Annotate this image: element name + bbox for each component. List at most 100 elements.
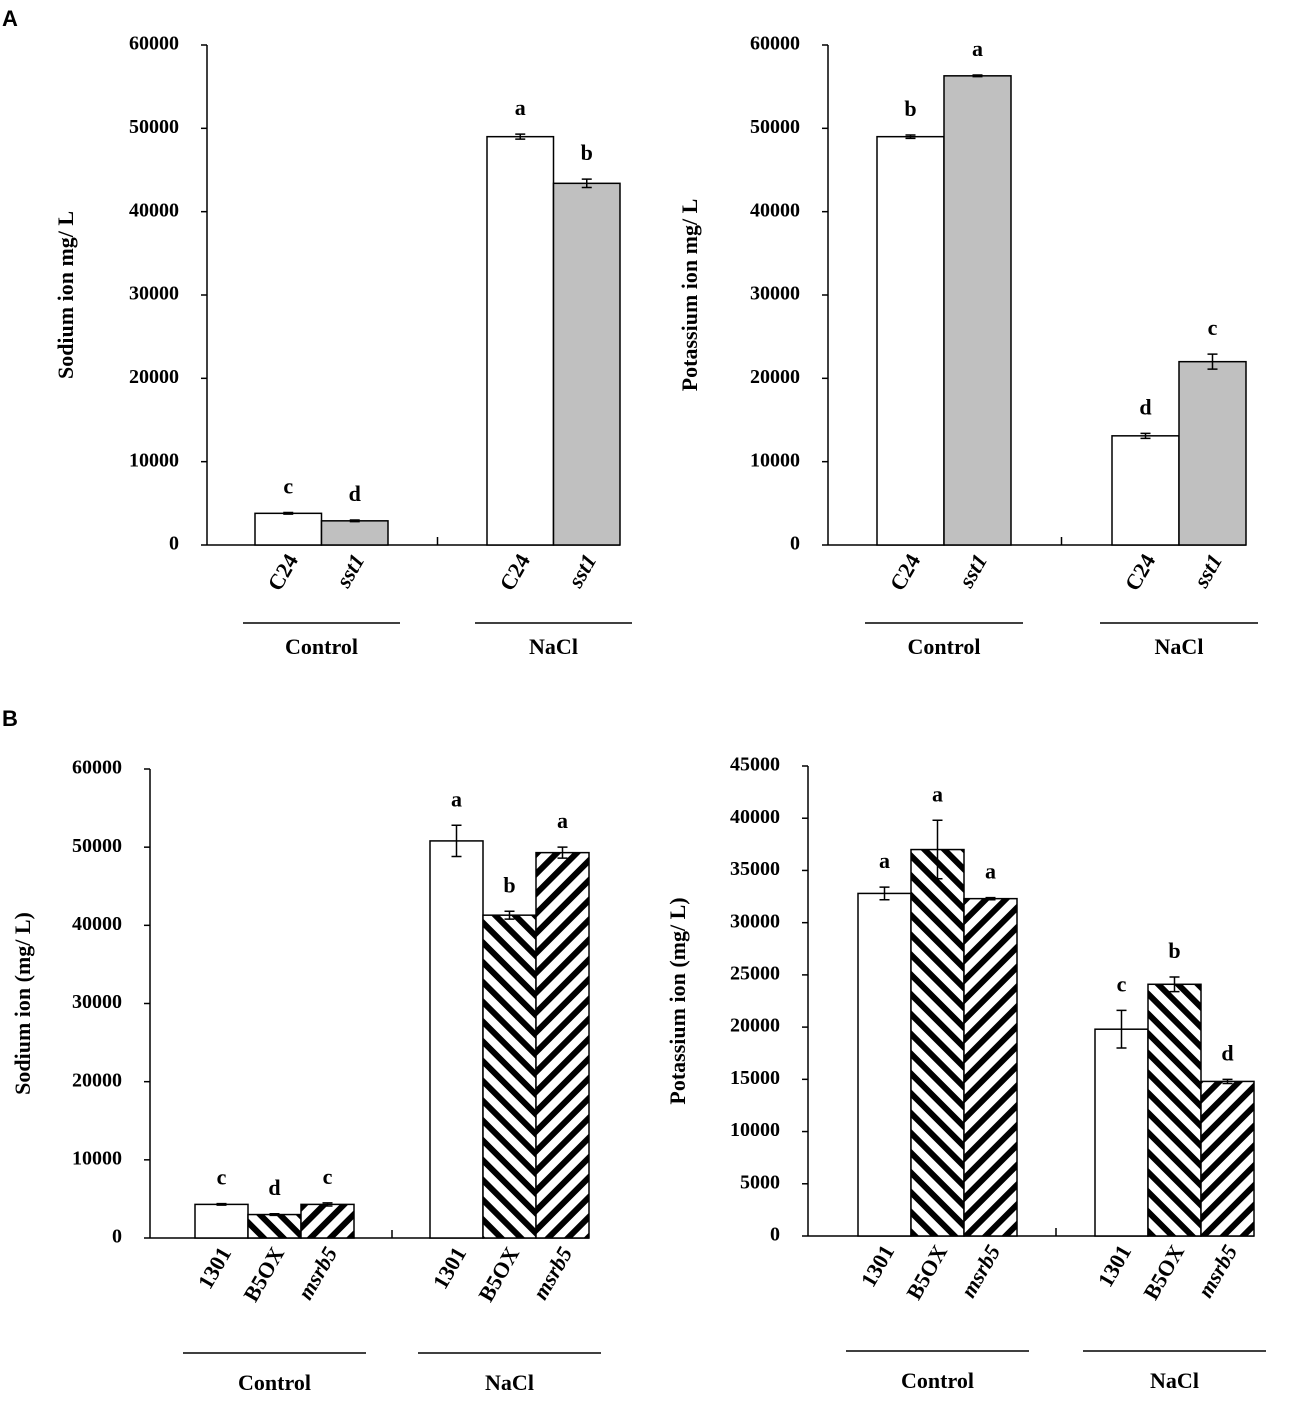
y-tick-label: 40000 [129,199,179,221]
significance-label: c [217,1165,227,1190]
x-tick-label: C24 [1120,550,1161,595]
y-tick-label: 40000 [750,199,800,221]
y-tick-label: 60000 [129,33,179,55]
bar [429,840,484,1239]
bar [300,1203,355,1239]
error-bar [322,1202,333,1207]
significance-label: a [985,859,996,884]
error-bar [581,178,592,189]
group-label: NaCl [485,1370,534,1395]
error-bar [504,910,515,920]
error-bar [515,133,526,140]
significance-label: c [1208,315,1218,340]
bar [552,182,621,546]
bar [910,848,965,1237]
y-tick-label: 0 [112,1226,122,1248]
y-tick-label: 30000 [129,283,179,305]
bar [486,135,555,546]
y-tick-label: 20000 [750,366,800,388]
y-tick-label: 50000 [129,116,179,138]
y-tick-label: 10000 [72,1147,122,1169]
significance-label: c [323,1164,333,1189]
x-tick-label: B5OX [1138,1240,1189,1303]
x-tick-label: C24 [262,550,303,595]
y-tick-label: 50000 [750,116,800,138]
x-tick-label: sst1 [330,550,369,593]
x-tick-label: sst1 [1188,550,1227,593]
error-bar [1116,1009,1127,1049]
error-bar [1207,353,1218,370]
error-bar [972,74,983,78]
significance-label: d [268,1175,280,1200]
panel-label: B [2,706,18,731]
significance-label: a [932,781,943,806]
y-axis-label: Potassium ion (mg/ L) [665,897,690,1104]
y-tick-label: 5000 [740,1171,780,1193]
significance-label: a [879,848,890,873]
y-tick-label: 40000 [730,806,780,828]
bar [1147,983,1202,1237]
bar [963,897,1018,1237]
significance-label: a [972,36,983,61]
error-bar [1169,976,1180,993]
error-bar [932,819,943,880]
y-tick-label: 30000 [730,910,780,932]
panel-label: A [2,6,18,31]
group-label: NaCl [529,634,578,659]
y-tick-label: 20000 [730,1015,780,1037]
significance-label: a [557,808,568,833]
bar [482,914,537,1239]
x-tick-label: B5OX [238,1242,289,1305]
x-tick-label: sst1 [562,550,601,593]
bar [535,851,590,1239]
significance-label: b [581,140,593,165]
group-label: Control [238,1370,311,1395]
error-bar [879,886,890,901]
significance-label: c [1117,971,1127,996]
group-label: NaCl [1155,634,1204,659]
x-tick-label: msrb5 [1192,1241,1242,1302]
y-tick-label: 15000 [730,1067,780,1089]
x-tick-label: 1301 [1093,1241,1137,1292]
error-bar [985,896,996,901]
group-label: Control [901,1368,974,1393]
y-tick-label: 10000 [730,1119,780,1141]
x-tick-label: msrb5 [292,1243,342,1304]
error-bar [451,824,462,858]
error-bar [1222,1078,1233,1085]
y-tick-label: 10000 [750,449,800,471]
x-tick-label: C24 [494,550,535,595]
y-tick-label: 35000 [730,858,780,880]
y-tick-label: 60000 [750,33,800,55]
significance-label: b [1168,938,1180,963]
y-tick-label: 40000 [72,913,122,935]
y-tick-label: 30000 [750,283,800,305]
bar [254,512,323,546]
x-tick-label: 1301 [856,1241,900,1292]
bar [1111,435,1180,546]
bar [247,1213,302,1239]
y-tick-label: 0 [790,533,800,555]
significance-label: a [515,95,526,120]
group-label: NaCl [1150,1368,1199,1393]
significance-label: c [283,474,293,499]
group-label: Control [285,634,358,659]
error-bar [349,519,360,523]
y-tick-label: 0 [169,533,179,555]
y-tick-label: 60000 [72,757,122,779]
x-tick-label: B5OX [901,1240,952,1303]
y-tick-label: 20000 [72,1069,122,1091]
significance-label: d [1139,394,1151,419]
bar [1094,1028,1149,1237]
error-bar [269,1213,280,1217]
x-tick-label: B5OX [473,1242,524,1305]
y-tick-label: 30000 [72,991,122,1013]
significance-label: a [451,786,462,811]
error-bar [283,511,294,515]
x-tick-label: 1301 [193,1243,237,1294]
x-tick-label: C24 [885,550,926,595]
x-tick-label: 1301 [428,1243,472,1294]
bar [194,1203,249,1239]
x-tick-label: sst1 [953,550,992,593]
